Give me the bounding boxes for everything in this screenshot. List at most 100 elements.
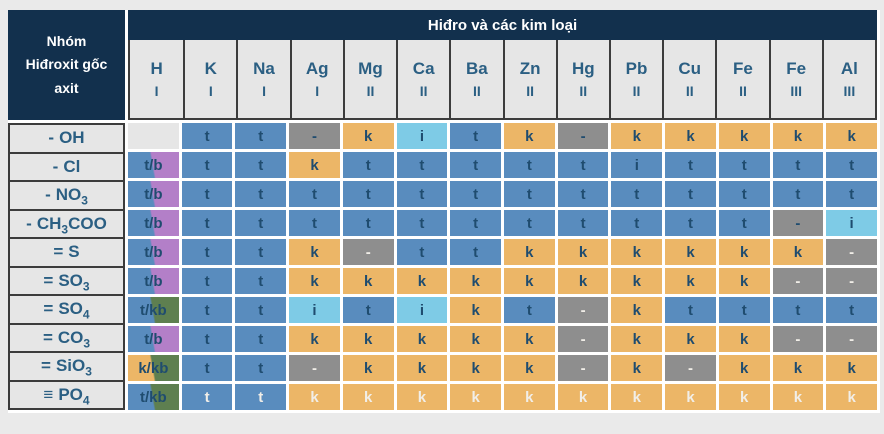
solubility-cell: k <box>342 326 394 352</box>
solubility-cell: k <box>342 268 394 294</box>
column-symbol: Ba <box>466 59 488 78</box>
column-header: Na I <box>236 40 289 118</box>
row-label: - OH <box>10 125 123 152</box>
column-header: Fe III <box>768 40 822 118</box>
solubility-cell: t <box>235 210 287 236</box>
row-label: = SiO3 <box>10 351 123 380</box>
formula-text: OH <box>59 128 85 148</box>
row-label: = SO4 <box>10 294 123 323</box>
solubility-cell: t <box>342 297 394 323</box>
solubility-cell: k <box>557 384 609 410</box>
column-group-header: Hiđro và các kim loại <box>128 10 877 40</box>
solubility-cell: t <box>396 239 448 265</box>
solubility-cell: t <box>450 210 501 236</box>
solubility-cell: t <box>235 355 287 381</box>
solubility-cell: t <box>289 210 340 236</box>
solubility-cell: i <box>826 210 877 236</box>
solubility-cell: t <box>235 297 287 323</box>
bond-symbol: - <box>45 185 51 205</box>
solubility-cell: t <box>772 181 824 207</box>
solubility-cell: - <box>826 268 877 294</box>
solubility-cell: i <box>289 297 340 323</box>
solubility-cell: t <box>181 268 233 294</box>
solubility-cell: k <box>772 384 824 410</box>
solubility-cell: t <box>342 152 394 178</box>
column-symbol: H <box>150 59 163 78</box>
column-valence: I <box>262 83 266 99</box>
solubility-cell: t <box>342 210 394 236</box>
solubility-cell: t <box>718 181 770 207</box>
solubility-cell: t <box>772 297 824 323</box>
solubility-cell: - <box>826 239 877 265</box>
solubility-cell: k <box>772 355 824 381</box>
solubility-cell: - <box>557 123 609 149</box>
column-valence: II <box>685 83 694 99</box>
solubility-cell: t <box>235 152 287 178</box>
row-label: = CO3 <box>10 322 123 352</box>
bond-symbol: - <box>52 156 59 176</box>
solubility-cell: k <box>396 268 448 294</box>
solubility-cell: t <box>665 210 716 236</box>
column-symbol: Na <box>253 59 275 78</box>
column-symbol: Pb <box>625 59 648 78</box>
solubility-cell: - <box>557 355 609 381</box>
solubility-cell: t/b <box>128 210 179 236</box>
solubility-cell: k <box>342 355 394 381</box>
bond-symbol: = <box>43 270 54 290</box>
solubility-cell: k <box>342 384 394 410</box>
solubility-cell: k <box>718 326 770 352</box>
solubility-cell: - <box>772 326 824 352</box>
column-header: Mg II <box>342 40 396 118</box>
solubility-cell: k <box>504 326 555 352</box>
solubility-cell: k <box>611 268 663 294</box>
solubility-cell: - <box>342 239 394 265</box>
column-symbol: Zn <box>519 59 541 78</box>
solubility-cell: t <box>181 326 233 352</box>
solubility-cell: t <box>718 152 770 178</box>
solubility-cell: t <box>665 152 716 178</box>
solubility-cell: t <box>181 181 233 207</box>
solubility-cell: - <box>289 355 340 381</box>
column-header: Zn II <box>502 40 556 118</box>
column-header: Cu II <box>662 40 715 118</box>
solubility-table: Nhóm Hiđroxit gốc axit - OH - Cl - NO3- CH3COO… <box>8 10 880 413</box>
corner-header: Nhóm Hiđroxit gốc axit <box>8 10 125 120</box>
solubility-cell: t <box>181 123 233 149</box>
solubility-cell: k <box>504 384 555 410</box>
solubility-cell: k <box>289 268 340 294</box>
solubility-cell: t <box>557 152 609 178</box>
solubility-cell: k <box>342 123 394 149</box>
solubility-cell: k <box>396 355 448 381</box>
solubility-cell: k <box>450 326 501 352</box>
solubility-cell: - <box>772 210 824 236</box>
column-symbol: Hg <box>571 59 595 78</box>
column-header: Pb II <box>608 40 662 118</box>
solubility-cell: k <box>718 355 770 381</box>
bond-symbol: = <box>43 299 54 319</box>
solubility-cell: k <box>611 326 663 352</box>
solubility-cell: - <box>557 326 609 352</box>
solubility-cell: - <box>826 326 877 352</box>
column-valence: III <box>790 83 802 99</box>
solubility-cell: t <box>235 181 287 207</box>
solubility-cell: k <box>718 123 770 149</box>
formula-text: CO3 <box>57 327 91 351</box>
column-header: Fe II <box>715 40 768 118</box>
solubility-cell: t/b <box>128 326 179 352</box>
solubility-cell: i <box>611 152 663 178</box>
solubility-cell: t/kb <box>128 384 179 410</box>
solubility-cell: k <box>504 123 555 149</box>
data-column-area: Hiđro và các kim loại H I K I Na I Ag I Mg II Ca II… <box>128 10 877 410</box>
solubility-cell <box>128 123 179 149</box>
formula-text: Cl <box>63 156 81 176</box>
solubility-cell: t <box>450 181 501 207</box>
solubility-cell: k <box>557 268 609 294</box>
bond-symbol: - <box>48 128 55 148</box>
solubility-cell: t <box>504 297 555 323</box>
solubility-cell: k <box>289 152 340 178</box>
solubility-cell: t <box>557 181 609 207</box>
solubility-cell: k <box>504 239 555 265</box>
solubility-cell: k <box>504 355 555 381</box>
solubility-cell: t <box>181 210 233 236</box>
